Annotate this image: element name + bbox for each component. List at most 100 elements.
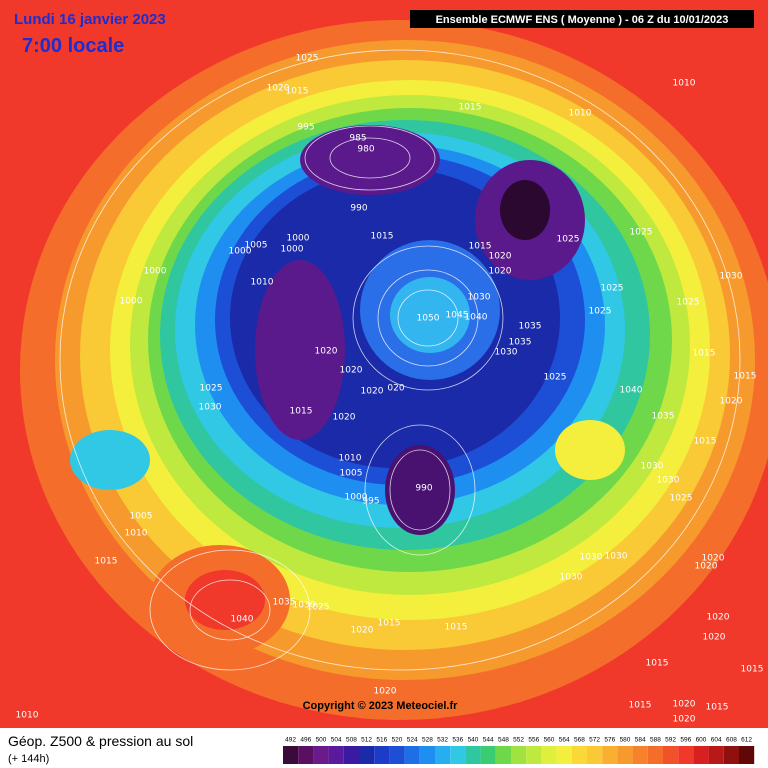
scale-label: 572 xyxy=(589,737,600,744)
scale-label: 520 xyxy=(392,737,403,744)
isobar-label: 1040 xyxy=(620,386,643,396)
isobar-label: 1030 xyxy=(468,293,491,303)
footer-title: Géop. Z500 & pression au sol xyxy=(8,733,193,749)
scale-swatch xyxy=(632,746,648,764)
scale-swatch xyxy=(602,746,618,764)
isobar-label: 995 xyxy=(362,497,379,507)
isobar-label: 1000 xyxy=(144,267,167,277)
isobar-label: 1030 xyxy=(293,601,316,611)
isobar-label: 1020 xyxy=(673,715,696,725)
isobar-label: 1010 xyxy=(339,454,362,464)
scale-swatch xyxy=(511,746,527,764)
isobar-label: 1035 xyxy=(652,412,675,422)
isobar-label: 1015 xyxy=(286,87,309,97)
isobar-label: 1020 xyxy=(361,387,384,397)
copyright: Copyright © 2023 Meteociel.fr xyxy=(303,700,459,712)
isobar-label: 1030 xyxy=(580,553,603,563)
isobar-label: 1025 xyxy=(307,603,330,613)
scale-label: 612 xyxy=(741,737,752,744)
scale-label: 536 xyxy=(452,737,463,744)
scale-swatch xyxy=(435,746,451,764)
scale-swatch xyxy=(617,746,633,764)
isobar-label: 1015 xyxy=(469,242,492,252)
isobar-label: 1025 xyxy=(544,373,567,383)
geopotential-field xyxy=(0,0,768,728)
scale-label: 604 xyxy=(711,737,722,744)
isobar-label: 1020 xyxy=(351,626,374,636)
isobar-label: 1030 xyxy=(605,552,628,562)
isobar-label: 1000 xyxy=(345,493,368,503)
scale-label: 524 xyxy=(407,737,418,744)
isobar-label: 1040 xyxy=(465,313,488,323)
isobar-label: 1015 xyxy=(378,619,401,629)
isobar-label: 1025 xyxy=(601,284,624,294)
scale-swatch xyxy=(587,746,603,764)
header-box xyxy=(410,10,754,28)
scale-swatch xyxy=(739,746,755,764)
isobar-label: 1015 xyxy=(371,232,394,242)
header: Ensemble ECMWF ENS ( Moyenne ) - 06 Z du… xyxy=(436,14,729,26)
isobar-label: 1015 xyxy=(741,665,764,675)
isobar-label: 020 xyxy=(387,384,404,394)
scale-label: 576 xyxy=(604,737,615,744)
isobar-label: 1035 xyxy=(519,322,542,332)
scale-label: 588 xyxy=(650,737,661,744)
isobar-label: 1050 xyxy=(417,314,440,324)
scale-swatch xyxy=(663,746,679,764)
isobar-label: 1015 xyxy=(445,623,468,633)
isobar-label: 1020 xyxy=(489,267,512,277)
isobar-label: 1030 xyxy=(495,348,518,358)
scale-label: 552 xyxy=(513,737,524,744)
isobar-label: 995 xyxy=(297,123,314,133)
scale-swatch xyxy=(419,746,435,764)
scale-swatch xyxy=(374,746,390,764)
footer-sub: (+ 144h) xyxy=(8,753,49,765)
isobar-label: 1015 xyxy=(629,701,652,711)
isobar-label: 1015 xyxy=(694,437,717,447)
scale-swatch xyxy=(328,746,344,764)
isobar-label: 1010 xyxy=(673,79,696,89)
scale-label: 608 xyxy=(726,737,737,744)
isobar-label: 1040 xyxy=(231,615,254,625)
scale-label: 556 xyxy=(528,737,539,744)
scale-swatch xyxy=(283,746,299,764)
scale-label: 512 xyxy=(361,737,372,744)
scale-label: 596 xyxy=(680,737,691,744)
isobar-label: 1010 xyxy=(569,109,592,119)
scale-swatch xyxy=(541,746,557,764)
scale-label: 600 xyxy=(696,737,707,744)
isobar-label: 1025 xyxy=(296,54,319,64)
scale-label: 508 xyxy=(346,737,357,744)
scale-swatch xyxy=(450,746,466,764)
scale-swatch xyxy=(678,746,694,764)
isobar-label: 1025 xyxy=(670,494,693,504)
color-scale: 492 496 500 504 508 512 516 520 524 528 532 536 540 5… xyxy=(283,737,755,764)
scale-label: 564 xyxy=(559,737,570,744)
scale-swatch xyxy=(495,746,511,764)
isobar-label: 1015 xyxy=(459,103,482,113)
isobar-label: 1020 xyxy=(695,562,718,572)
scale-label: 504 xyxy=(331,737,342,744)
isobar-label: 990 xyxy=(350,204,367,214)
scale-swatch xyxy=(480,746,496,764)
scale-label: 492 xyxy=(285,737,296,744)
isobar-label: 1045 xyxy=(446,311,469,321)
isobar-label: 1020 xyxy=(315,347,338,357)
isobar-label: 1020 xyxy=(489,252,512,262)
scale-swatch xyxy=(313,746,329,764)
scale-label: 496 xyxy=(300,737,311,744)
isobar-label: 1000 xyxy=(287,234,310,244)
scale-label: 516 xyxy=(376,737,387,744)
scale-swatch xyxy=(298,746,314,764)
isobar-label: 1025 xyxy=(557,235,580,245)
scale-label: 560 xyxy=(544,737,555,744)
isobar-label: 1000 xyxy=(281,245,304,255)
isobar-label: 1015 xyxy=(95,557,118,567)
scale-label: 532 xyxy=(437,737,448,744)
isobar-label: 1005 xyxy=(245,241,268,251)
isobar-label: 1025 xyxy=(200,384,223,394)
isobar-label: 1020 xyxy=(720,397,743,407)
scale-swatch xyxy=(389,746,405,764)
scale-swatch xyxy=(343,746,359,764)
